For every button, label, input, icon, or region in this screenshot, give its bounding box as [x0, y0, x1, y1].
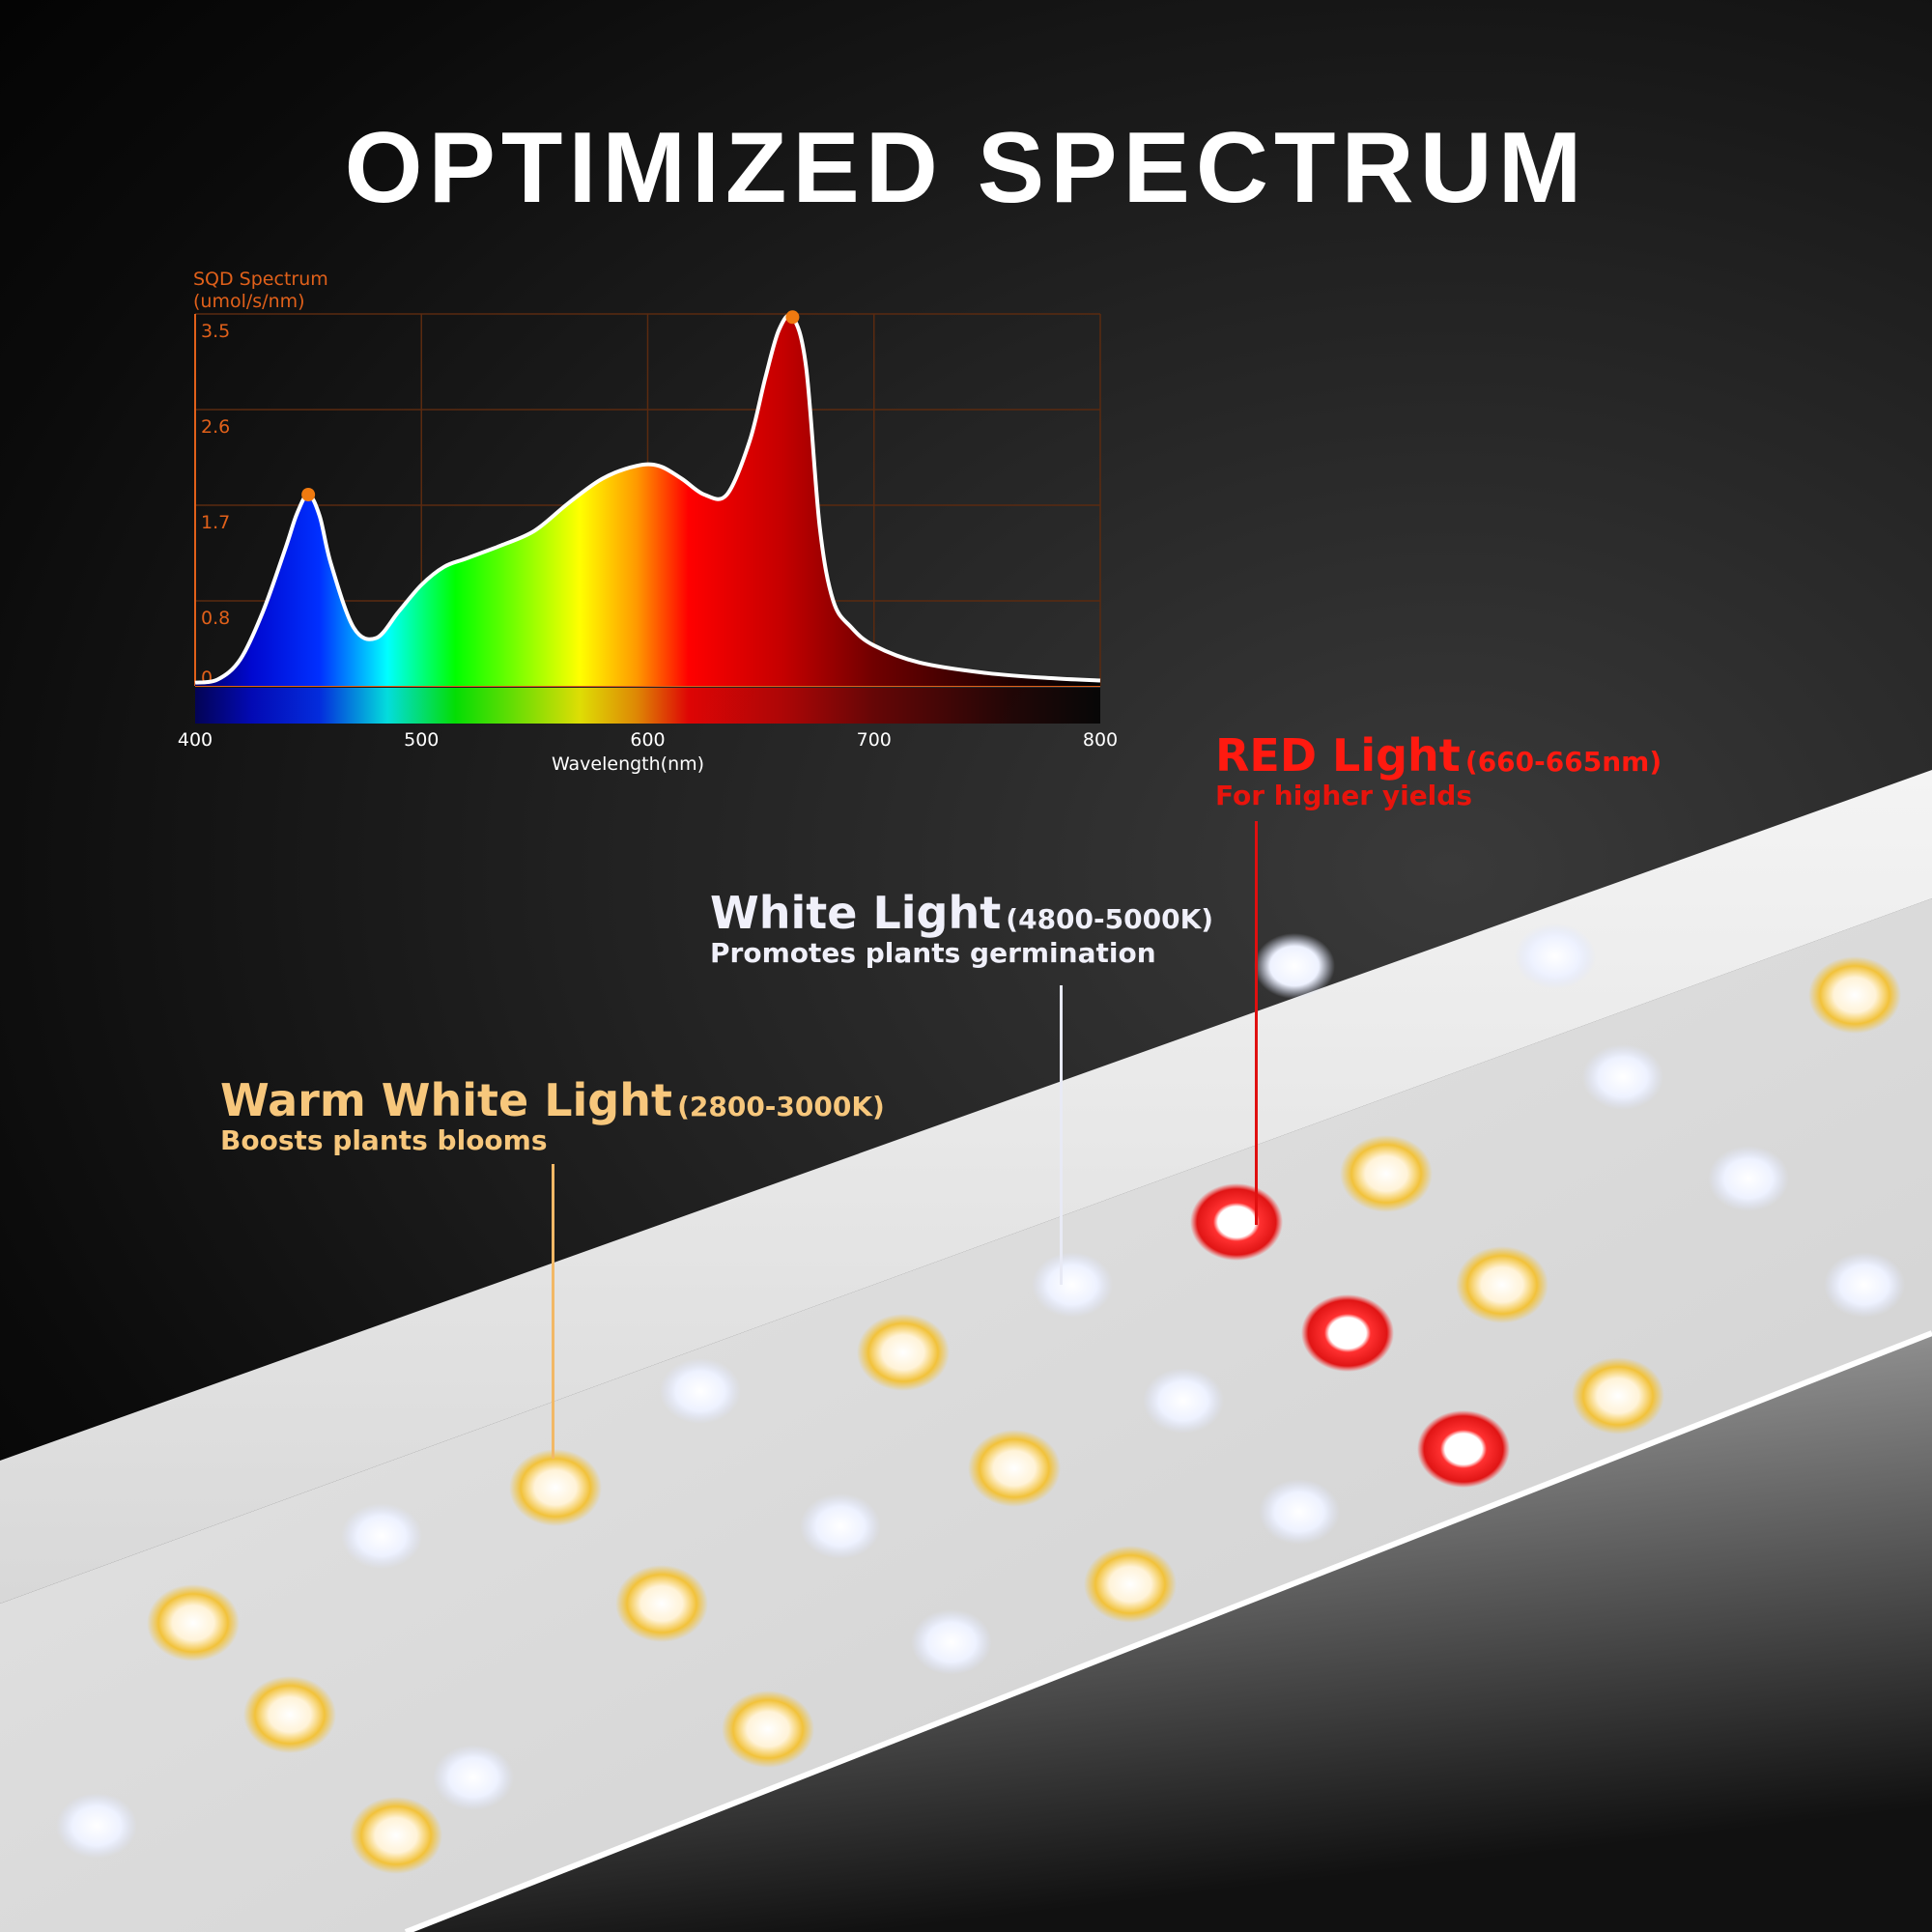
warm-white-led [350, 1797, 442, 1874]
warm-light-range: (2800-3000K) [677, 1091, 885, 1122]
white-light-heading: White Light [710, 887, 1002, 939]
x-tick-label: 600 [630, 729, 665, 751]
white-led [56, 1793, 137, 1859]
warm-white-led [1084, 1546, 1177, 1623]
red-light-subtitle: For higher yields [1215, 780, 1472, 811]
white-light-leader-line [1060, 985, 1063, 1285]
red-light-range: (660-665nm) [1464, 746, 1662, 778]
white-led [1515, 923, 1596, 989]
edge-highlight [404, 1330, 1932, 1932]
page-title: OPTIMIZED SPECTRUM [344, 112, 1588, 224]
peak-marker [785, 310, 800, 325]
red-light-heading: RED Light [1215, 729, 1461, 781]
y-tick-label: 0.8 [201, 608, 230, 629]
white-led [660, 1358, 741, 1424]
white-light-range: (4800-5000K) [1006, 903, 1214, 935]
warm-white-led [147, 1584, 240, 1662]
warm-light-leader-line [552, 1164, 554, 1459]
led-panel [0, 898, 1932, 1932]
white-light-subtitle: Promotes plants germination [710, 937, 1156, 969]
white-led [1032, 1252, 1113, 1318]
white-led [1254, 933, 1335, 999]
x-tick-label: 800 [1083, 729, 1118, 751]
red-led [1190, 1183, 1283, 1261]
white-led [800, 1493, 881, 1559]
y-axis-label: SQD Spectrum [193, 269, 328, 290]
white-led [433, 1745, 514, 1810]
x-tick-label: 500 [404, 729, 439, 751]
warm-white-led [968, 1430, 1061, 1507]
x-axis-label: Wavelength(nm) [552, 753, 704, 775]
spectrum-strip [195, 688, 1100, 724]
warm-light-subtitle: Boosts plants blooms [220, 1124, 548, 1156]
white-led [1708, 1146, 1789, 1211]
warm-white-led [1572, 1357, 1664, 1435]
white-led [1143, 1368, 1224, 1434]
white-led [341, 1503, 422, 1569]
y-tick-label: 3.5 [201, 321, 230, 342]
spectrum-area [195, 315, 1100, 686]
white-led [1259, 1479, 1340, 1545]
warm-white-led [722, 1690, 814, 1768]
peak-marker [301, 488, 316, 501]
warm-white-led [1340, 1135, 1433, 1212]
warm-light-heading: Warm White Light [220, 1074, 672, 1126]
bar-top-strip [0, 770, 1932, 1604]
y-tick-label: 1.7 [201, 512, 230, 533]
warm-white-led [509, 1449, 602, 1526]
white-led [1824, 1252, 1905, 1318]
led-array [56, 923, 1905, 1874]
red-led [1417, 1410, 1510, 1488]
x-tick-label: 700 [857, 729, 892, 751]
warm-white-led [615, 1565, 708, 1642]
y-axis-label-unit: (umol/s/nm) [193, 291, 305, 312]
warm-white-led [1808, 956, 1901, 1034]
spectrum-chart: SQD Spectrum (umol/s/nm) 00.81.72.63.540… [178, 269, 1118, 775]
callout-warm-white-light: Warm White Light (2800-3000K) Boosts pla… [220, 1074, 885, 1156]
x-tick-label: 400 [178, 729, 213, 751]
y-tick-label: 2.6 [201, 416, 230, 438]
warm-white-led [243, 1676, 336, 1753]
warm-white-led [1456, 1246, 1548, 1323]
white-led [911, 1609, 992, 1675]
warm-white-led [857, 1314, 950, 1391]
white-led [1582, 1044, 1663, 1110]
callout-white-light: White Light (4800-5000K) Promotes plants… [710, 887, 1213, 969]
red-led [1301, 1294, 1394, 1372]
callout-red-light: RED Light (660-665nm) For higher yields [1215, 729, 1662, 811]
red-light-leader-line [1255, 821, 1258, 1225]
